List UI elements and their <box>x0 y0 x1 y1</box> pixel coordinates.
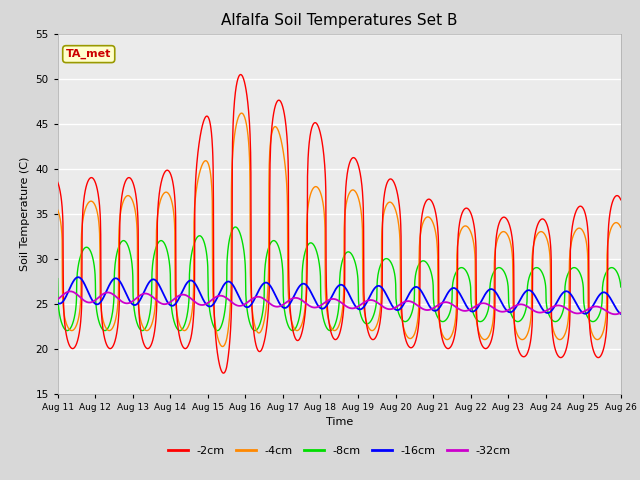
Y-axis label: Soil Temperature (C): Soil Temperature (C) <box>20 156 30 271</box>
X-axis label: Time: Time <box>326 417 353 427</box>
Text: TA_met: TA_met <box>66 49 111 59</box>
Title: Alfalfa Soil Temperatures Set B: Alfalfa Soil Temperatures Set B <box>221 13 458 28</box>
Legend: -2cm, -4cm, -8cm, -16cm, -32cm: -2cm, -4cm, -8cm, -16cm, -32cm <box>163 441 515 460</box>
